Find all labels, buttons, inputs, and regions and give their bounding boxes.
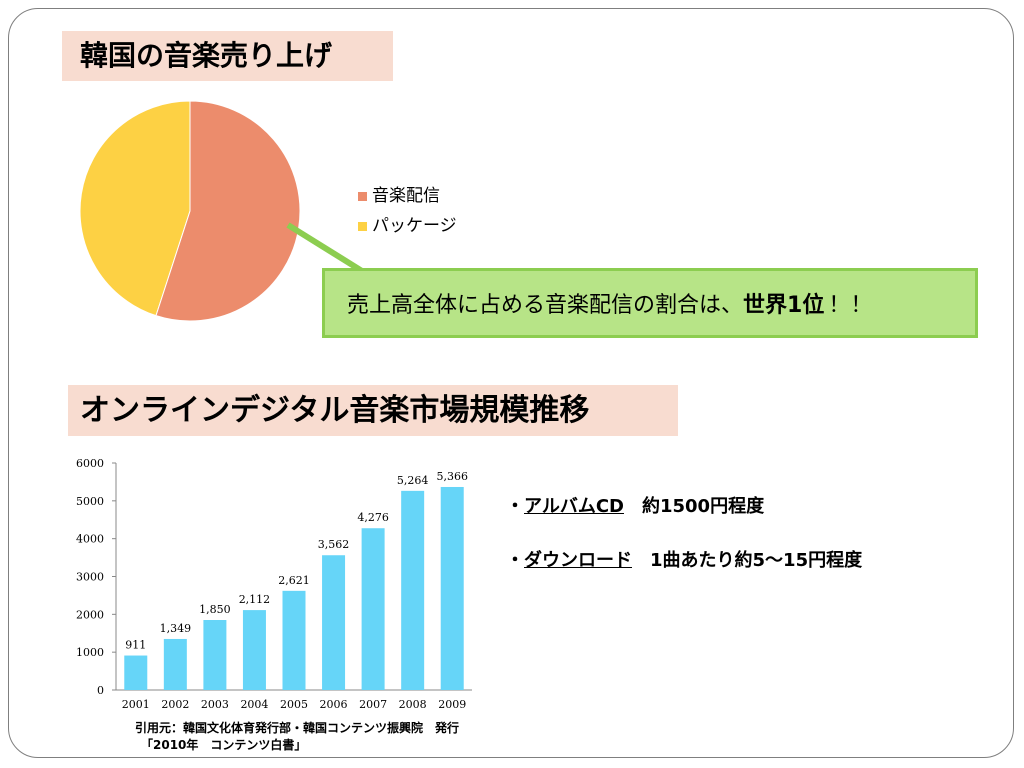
note-album-cd: ・アルバムCD 約1500円程度: [506, 492, 764, 518]
note-download: ・ダウンロード 1曲あたり約5～15円程度: [506, 546, 862, 572]
slide-frame: [8, 8, 1014, 758]
callout-text: 売上高全体に占める音楽配信の割合は、: [347, 293, 744, 318]
callout-suffix: ！！: [828, 293, 873, 318]
source-line-2: 「2010年 コンテンツ白書」: [141, 738, 307, 752]
legend-label-distribution: 音楽配信: [372, 186, 440, 206]
legend-label-package: パッケージ: [372, 216, 457, 236]
callout-emphasis: 世界1位: [743, 293, 825, 318]
slide-title-digital-market: オンラインデジタル音楽市場規模推移: [68, 385, 678, 436]
note-detail: 約1500円程度: [641, 496, 765, 517]
legend-swatch-package: [358, 221, 367, 231]
note-bullet: ・: [506, 496, 524, 517]
source-citation: 引用元：韓国文化体育発行部・韓国コンテンツ振興院 発行 「2010年 コンテンツ…: [135, 720, 459, 754]
note-bullet: ・: [506, 550, 524, 571]
legend-item-package: パッケージ: [358, 216, 457, 236]
note-item: ダウンロード: [524, 550, 632, 571]
source-line-1: 引用元：韓国文化体育発行部・韓国コンテンツ振興院 発行: [135, 721, 460, 735]
callout-box: 売上高全体に占める音楽配信の割合は、 世界1位 ！！: [322, 268, 978, 338]
legend-swatch-distribution: [358, 191, 367, 201]
note-detail: 1曲あたり約5～15円程度: [650, 550, 863, 571]
slide-title-korea-music-sales: 韓国の音楽売り上げ: [62, 31, 393, 81]
legend-item-distribution: 音楽配信: [358, 186, 440, 206]
note-item: アルバムCD: [524, 496, 624, 517]
